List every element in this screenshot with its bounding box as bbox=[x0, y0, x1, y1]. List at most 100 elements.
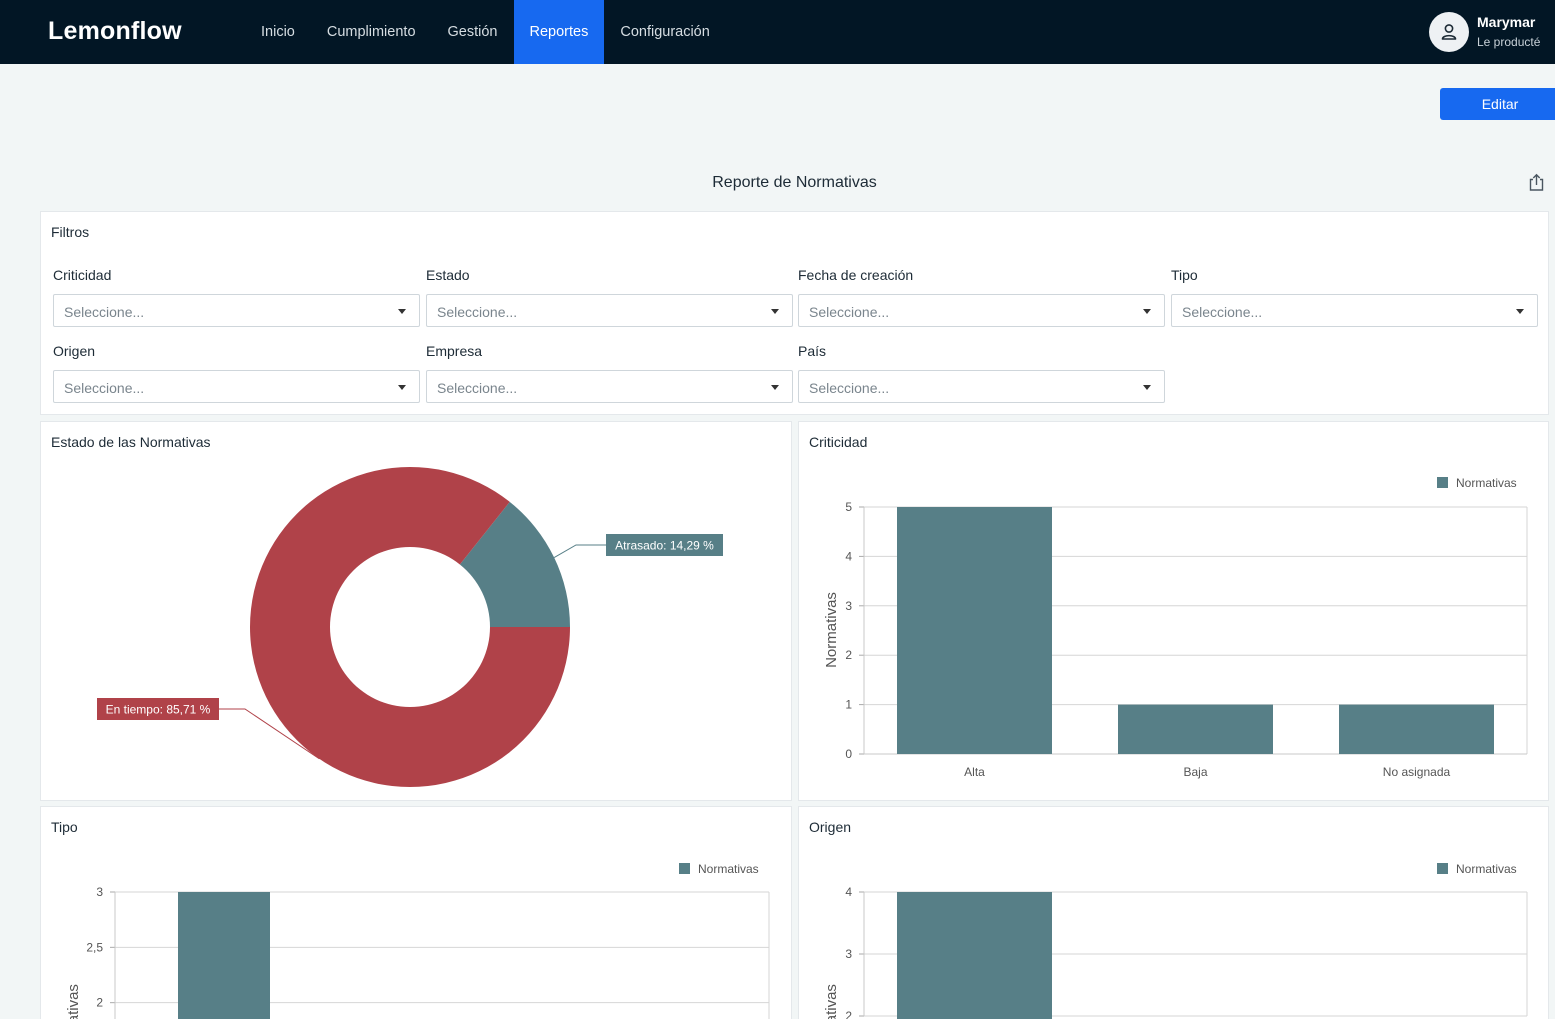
bar-alta bbox=[897, 507, 1052, 754]
criticidad-select[interactable]: Seleccione... bbox=[53, 294, 420, 327]
pie-slice-en-tiempo bbox=[250, 467, 571, 787]
filters-panel: Filtros Criticidad Seleccione... Estado … bbox=[40, 211, 1549, 415]
filter-label: Origen bbox=[53, 343, 96, 359]
empresa-select[interactable]: Seleccione... bbox=[426, 370, 793, 403]
chevron-down-icon bbox=[398, 385, 406, 390]
label-leader-line bbox=[219, 708, 320, 760]
tipo-bar-chart: Normativas1,522,53Normativas bbox=[65, 862, 770, 1019]
bar-item bbox=[897, 892, 1052, 1019]
y-tick-label: 1 bbox=[845, 698, 852, 712]
bar-baja bbox=[1118, 704, 1273, 754]
x-tick-label: Alta bbox=[964, 765, 985, 779]
chevron-down-icon bbox=[1143, 385, 1151, 390]
legend-swatch bbox=[679, 863, 690, 874]
filters-title: Filtros bbox=[51, 224, 90, 240]
fecha-creacion-select[interactable]: Seleccione... bbox=[798, 294, 1165, 327]
select-placeholder: Seleccione... bbox=[1182, 304, 1263, 320]
user-name: Marymar bbox=[1477, 14, 1536, 30]
page-title: Reporte de Normativas bbox=[712, 174, 877, 191]
legend-label: Normativas bbox=[1456, 862, 1517, 876]
y-axis-label: Normativas bbox=[823, 592, 840, 668]
nav-item-inicio[interactable]: Inicio bbox=[261, 24, 295, 40]
y-tick-label: 0 bbox=[845, 747, 852, 761]
filter-pais: País Seleccione... bbox=[798, 343, 1165, 403]
origen-chart-card: Origen Normativas 2 3 4 Normativas bbox=[798, 806, 1549, 1019]
filter-label: Fecha de creación bbox=[798, 267, 914, 283]
filter-label: Criticidad bbox=[53, 267, 112, 283]
data-label-box bbox=[97, 698, 219, 720]
nav-item-gestion[interactable]: Gestión bbox=[447, 24, 498, 40]
edit-button[interactable]: Editar bbox=[1440, 88, 1555, 120]
nav-item-cumplimiento[interactable]: Cumplimiento bbox=[326, 24, 416, 40]
select-placeholder: Seleccione... bbox=[809, 380, 890, 396]
tipo-chart-card: Tipo Normativas1,522,53Normativas bbox=[40, 806, 792, 1019]
criticidad-chart-card: Criticidad Normativas 0 1 2 3 4 5 Normativas Alt… bbox=[798, 421, 1549, 801]
chevron-down-icon bbox=[398, 309, 406, 314]
top-navbar: Lemonflow Inicio Cumplimiento Gestión Re… bbox=[0, 0, 1555, 64]
origen-select[interactable]: Seleccione... bbox=[53, 370, 420, 403]
bar-item bbox=[178, 892, 270, 1019]
y-tick-label: 5 bbox=[845, 500, 852, 514]
filter-empresa: Empresa Seleccione... bbox=[426, 343, 793, 403]
filter-tipo: Tipo Seleccione... bbox=[1171, 267, 1538, 327]
chart-title: Tipo bbox=[51, 819, 78, 835]
legend-label: Normativas bbox=[1456, 476, 1517, 490]
estado-chart-card: Estado de las Normativas Atrasado: 14,29… bbox=[40, 421, 792, 801]
user-menu[interactable]: Marymar Le producté bbox=[1425, 0, 1555, 64]
y-tick-label: 3 bbox=[845, 947, 852, 961]
x-tick-label: No asignada bbox=[1383, 765, 1451, 779]
data-label: En tiempo: 85,71 % bbox=[106, 703, 211, 717]
y-tick-label: 2 bbox=[96, 996, 103, 1010]
legend-swatch bbox=[1437, 477, 1448, 488]
y-tick-label: 2 bbox=[845, 1009, 852, 1019]
pie-slice-atrasado bbox=[459, 501, 570, 627]
y-tick-label: 4 bbox=[845, 885, 852, 899]
chart-title: Origen bbox=[809, 819, 852, 835]
chart-title: Criticidad bbox=[809, 434, 868, 450]
y-axis-label: Normativas bbox=[65, 984, 82, 1019]
filter-label: Tipo bbox=[1171, 267, 1198, 283]
filter-criticidad: Criticidad Seleccione... bbox=[53, 267, 420, 327]
filter-origen: Origen Seleccione... bbox=[53, 343, 420, 403]
estado-select[interactable]: Seleccione... bbox=[426, 294, 793, 327]
pais-select[interactable]: Seleccione... bbox=[798, 370, 1165, 403]
estado-donut-chart: Atrasado: 14,29 % En tiempo: 85,71 % bbox=[97, 467, 723, 787]
y-tick-label: 3 bbox=[96, 885, 103, 899]
select-placeholder: Seleccione... bbox=[809, 304, 890, 320]
legend-swatch bbox=[1437, 863, 1448, 874]
criticidad-bar-chart: Normativas 0 1 2 3 4 5 Normativas Alta Baja No asi… bbox=[823, 476, 1528, 779]
filter-fecha-creacion: Fecha de creación Seleccione... bbox=[798, 267, 1165, 327]
chevron-down-icon bbox=[1143, 309, 1151, 314]
bar-no-asignada bbox=[1339, 704, 1494, 754]
brand-logo[interactable]: Lemonflow bbox=[48, 17, 182, 45]
chevron-down-icon bbox=[1516, 309, 1524, 314]
tipo-select[interactable]: Seleccione... bbox=[1171, 294, 1538, 327]
x-tick-label: Baja bbox=[1183, 765, 1207, 779]
chevron-down-icon bbox=[771, 385, 779, 390]
y-axis-label: Normativas bbox=[823, 984, 840, 1019]
select-placeholder: Seleccione... bbox=[437, 380, 518, 396]
nav-item-configuracion[interactable]: Configuración bbox=[620, 24, 710, 40]
chart-title: Estado de las Normativas bbox=[51, 434, 211, 450]
filter-label: Empresa bbox=[426, 343, 483, 359]
origen-bar-chart: Normativas 2 3 4 Normativas bbox=[823, 862, 1528, 1019]
legend-label: Normativas bbox=[698, 862, 759, 876]
chevron-down-icon bbox=[771, 309, 779, 314]
label-leader-line bbox=[553, 544, 606, 558]
filter-label: País bbox=[798, 343, 827, 359]
filter-label: Estado bbox=[426, 267, 470, 283]
data-label-box bbox=[606, 534, 723, 556]
select-placeholder: Seleccione... bbox=[64, 380, 145, 396]
y-tick-label: 4 bbox=[845, 549, 852, 563]
user-role: Le producté bbox=[1477, 35, 1541, 49]
share-icon[interactable] bbox=[1527, 173, 1546, 192]
filter-estado: Estado Seleccione... bbox=[426, 267, 793, 327]
data-label: Atrasado: 14,29 % bbox=[615, 539, 714, 553]
avatar[interactable] bbox=[1429, 12, 1469, 52]
nav-item-reportes[interactable]: Reportes bbox=[513, 0, 605, 64]
y-tick-label: 2 bbox=[845, 648, 852, 662]
select-placeholder: Seleccione... bbox=[437, 304, 518, 320]
y-tick-label: 2,5 bbox=[86, 940, 103, 954]
main-nav: Inicio Cumplimiento Gestión Reportes Con… bbox=[245, 0, 726, 64]
user-icon bbox=[1441, 24, 1457, 40]
